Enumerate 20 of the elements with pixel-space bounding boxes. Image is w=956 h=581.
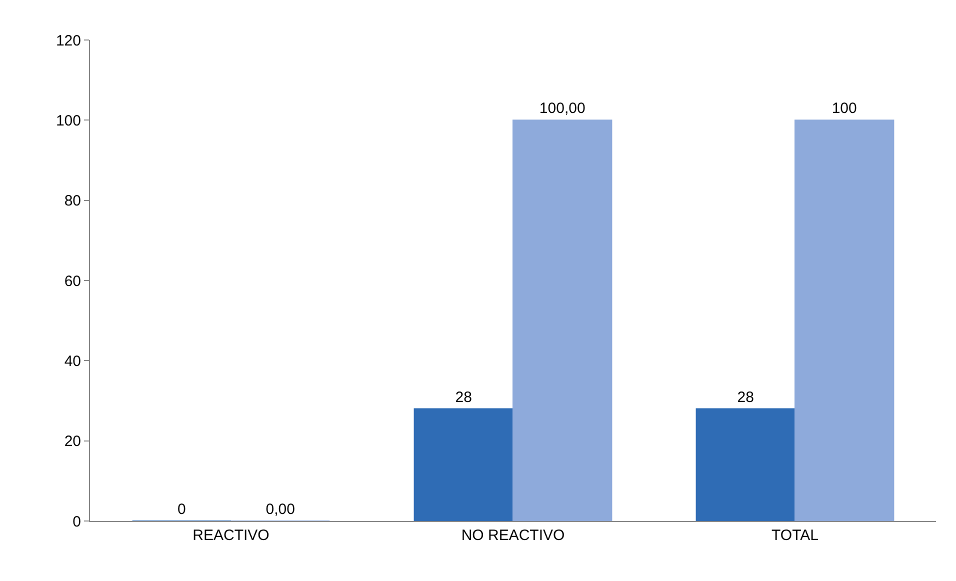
data-label: 100	[832, 100, 857, 118]
data-label: 100,00	[539, 100, 586, 118]
y-tick-label: 20	[64, 433, 81, 450]
y-tick-label: 80	[64, 192, 81, 210]
bar	[696, 408, 796, 521]
x-tick-label: REACTIVO	[192, 527, 270, 544]
y-tick-label: 100	[56, 112, 81, 130]
bar	[794, 120, 894, 521]
y-tick-label: 120	[56, 32, 81, 50]
data-label: 28	[455, 388, 472, 406]
data-label: 0,00	[266, 501, 295, 518]
y-tick-label: 40	[64, 352, 81, 370]
x-tick-label: TOTAL	[772, 527, 818, 544]
data-label: 0	[177, 501, 186, 518]
y-tick-label: 0	[72, 513, 81, 530]
bar	[512, 120, 612, 521]
y-tick-label: 60	[64, 272, 81, 290]
data-label: 28	[737, 388, 754, 406]
x-tick-label: NO REACTIVO	[461, 527, 565, 544]
bar	[414, 408, 514, 521]
